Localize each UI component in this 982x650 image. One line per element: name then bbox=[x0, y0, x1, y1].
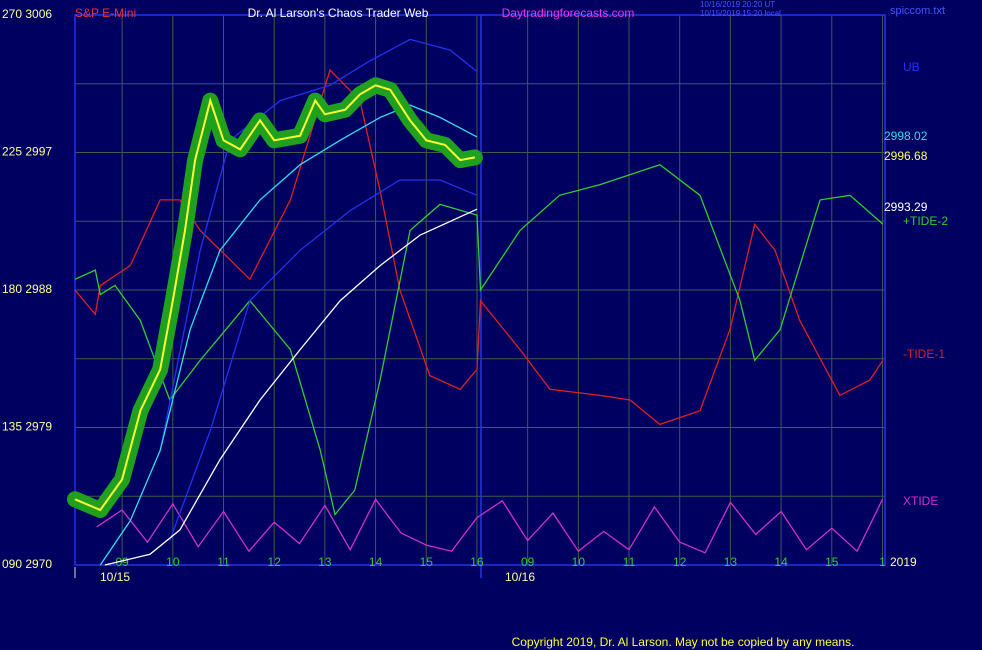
y-tick-label: 225 2997 bbox=[2, 145, 52, 159]
x-tick-label: 09 bbox=[115, 555, 129, 569]
x-tick-label: 15 bbox=[420, 555, 434, 569]
symbol: S&P E-Mini bbox=[75, 6, 136, 20]
y-tick-label: 135 2979 bbox=[2, 420, 52, 434]
series-label: 2998.02 bbox=[884, 129, 928, 143]
timestamp: 10/15/2019 15:20 local bbox=[700, 9, 781, 18]
x-tick-label: 16 bbox=[470, 555, 484, 569]
copyright: Copyright 2019, Dr. Al Larson. May not b… bbox=[512, 635, 855, 649]
series-line bbox=[96, 498, 884, 554]
series-line bbox=[104, 208, 478, 566]
x-tick-label: 10 bbox=[166, 555, 180, 569]
series-line bbox=[99, 104, 478, 566]
series-line bbox=[74, 84, 476, 512]
website: Daytradingforecasts.com bbox=[502, 6, 635, 20]
file-name: spiccom.txt bbox=[890, 5, 945, 17]
y-tick-label: 090 2970 bbox=[2, 557, 52, 571]
x-tick-label: 11 bbox=[217, 555, 230, 569]
x-tick-label: 1 bbox=[879, 555, 886, 569]
x-tick-label: 14 bbox=[369, 555, 383, 569]
x-tick-label: 09 bbox=[521, 555, 535, 569]
series-label: +TIDE-2 bbox=[903, 214, 948, 228]
date-label: 10/16 bbox=[505, 570, 535, 584]
y-tick-label: 180 2988 bbox=[2, 282, 52, 296]
series-label: -TIDE-1 bbox=[903, 347, 945, 361]
x-tick-label: 12 bbox=[268, 555, 282, 569]
series-label: 2996.68 bbox=[884, 149, 928, 163]
series-label: UB bbox=[903, 60, 920, 74]
series-line bbox=[74, 68, 884, 426]
year: 2019 bbox=[890, 555, 917, 569]
price-band bbox=[67, 77, 483, 518]
y-tick-label: 270 3006 bbox=[2, 7, 52, 21]
series-label: XTIDE bbox=[903, 494, 938, 508]
series-line bbox=[169, 179, 478, 541]
series-label: 2993.29 bbox=[884, 200, 928, 214]
series-line bbox=[159, 38, 478, 451]
x-tick-label: 14 bbox=[774, 555, 788, 569]
x-tick-label: 15 bbox=[825, 555, 839, 569]
x-tick-label: 11 bbox=[623, 555, 636, 569]
x-tick-label: 12 bbox=[673, 555, 687, 569]
x-tick-label: 10 bbox=[572, 555, 586, 569]
timestamp: 10/16/2019 20:20 UT bbox=[700, 0, 775, 9]
x-tick-label: 13 bbox=[318, 555, 332, 569]
x-tick-label: 13 bbox=[724, 555, 738, 569]
date-label: 10/15 bbox=[100, 570, 130, 584]
chart-title: Dr. Al Larson's Chaos Trader Web bbox=[248, 6, 429, 20]
